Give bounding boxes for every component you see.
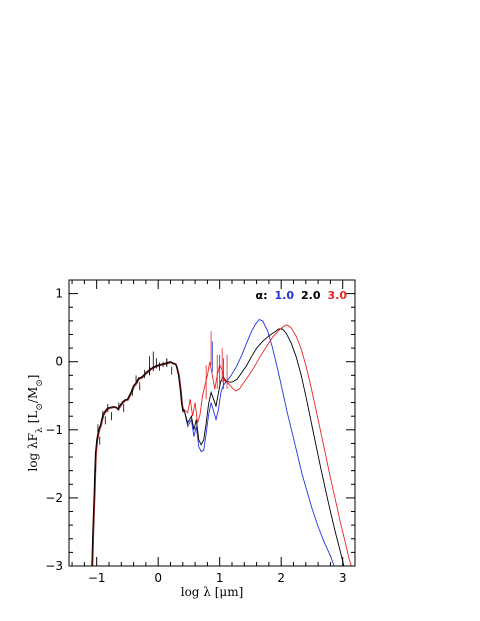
tick-labels: −1 0 1 2 3 1 0 −1 −2 −3 [45,287,346,585]
x-axis-label: log λ [μm] [181,585,244,599]
y-axis-label-main: log λF [26,433,40,472]
y-axis-label-unit-mid: /M [26,387,40,403]
legend-entry-1-0: 1.0 [275,289,295,302]
axis-ticks [69,280,355,567]
legend: α: 1.0 2.0 3.0 [256,289,348,302]
y-tick-label: −2 [45,491,63,505]
x-tick-label: 3 [339,571,347,585]
plot-area [91,318,352,566]
y-axis-label-sun-2: ⊙ [35,379,45,387]
y-axis-label-unit: [L [26,411,40,424]
y-tick-label: 0 [55,355,63,369]
y-axis-label-sun-1: ⊙ [35,403,45,411]
stellar-continuum [91,361,185,566]
x-tick-label: 1 [216,571,224,585]
legend-entry-3-0: 3.0 [328,289,348,302]
y-tick-label: 1 [55,287,63,301]
y-axis-label-subscript: λ [35,427,45,433]
y-tick-label: −3 [45,559,63,573]
legend-prefix: α: [256,289,268,302]
x-tick-label: 2 [277,571,285,585]
x-tick-label: 0 [154,571,162,585]
y-axis-label-unit-end: ] [26,375,40,380]
stellar-continuum-red [91,361,186,566]
legend-entry-2-0: 2.0 [301,289,321,302]
plot-frame [68,279,356,567]
x-tick-label: −1 [88,571,106,585]
y-axis-label: log λFλ[L⊙/M⊙] [26,375,45,472]
series-line-3-0 [183,324,352,566]
series-line-2-0 [183,328,345,566]
y-tick-label: −1 [45,423,63,437]
series-line-1-0 [183,318,335,566]
